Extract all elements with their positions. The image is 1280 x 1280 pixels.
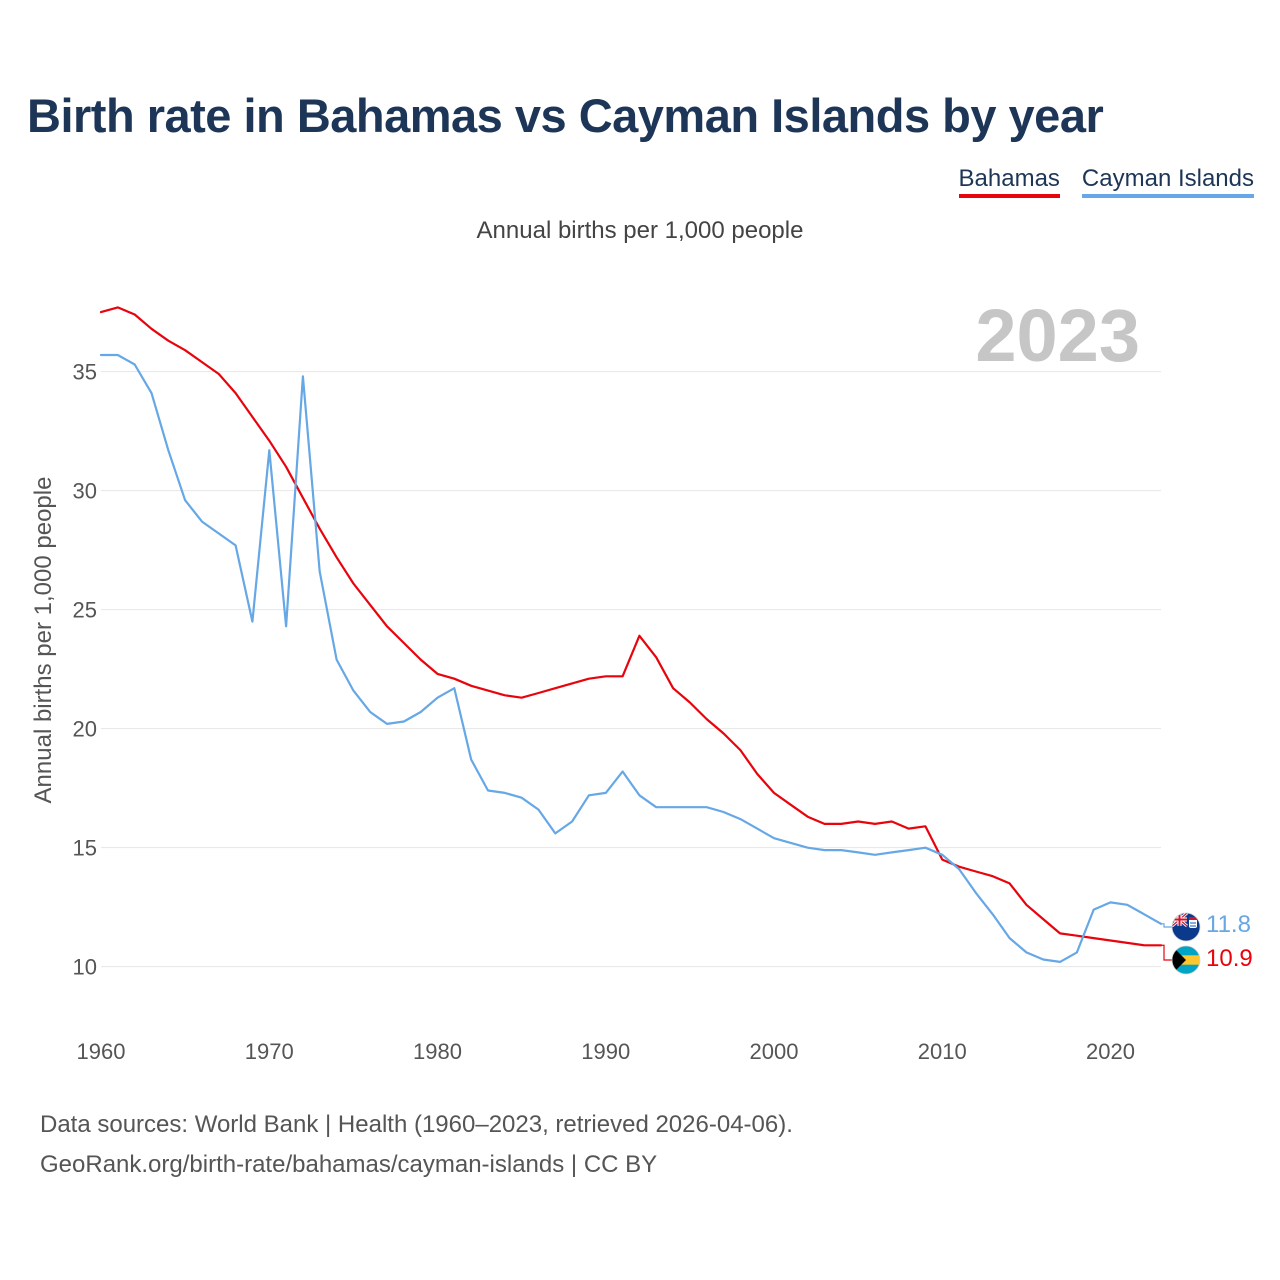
connector-cayman-islands bbox=[1161, 923, 1172, 928]
y-tick-label: 30 bbox=[73, 479, 97, 504]
x-tick-label: 1980 bbox=[413, 1039, 462, 1064]
cayman-islands-flag-icon bbox=[1171, 912, 1201, 942]
end-value-label-bahamas: 10.9 bbox=[1206, 945, 1253, 972]
y-tick-label: 25 bbox=[73, 598, 97, 623]
footer: Data sources: World Bank | Health (1960–… bbox=[40, 1105, 793, 1185]
chart-title: Birth rate in Bahamas vs Cayman Islands … bbox=[27, 89, 1104, 142]
y-tick-label: 10 bbox=[73, 955, 97, 980]
x-tick-label: 1990 bbox=[581, 1039, 630, 1064]
connector-bahamas bbox=[1161, 944, 1172, 961]
footer-link[interactable]: GeoRank.org/birth-rate/bahamas/cayman-is… bbox=[40, 1151, 658, 1178]
grid-lines bbox=[101, 371, 1161, 968]
end-value-label-cayman-islands: 11.8 bbox=[1206, 911, 1251, 938]
chart-subtitle: Annual births per 1,000 people bbox=[476, 217, 804, 244]
bahamas-flag-icon bbox=[1171, 945, 1201, 975]
y-axis-label: Annual births per 1,000 people bbox=[30, 477, 57, 804]
end-connectors bbox=[1161, 923, 1172, 961]
y-tick-label: 20 bbox=[73, 717, 97, 742]
line-chart: 10 15 20 25 30 35 1960 1970 1980 1990 2000 2010 202… bbox=[30, 294, 1253, 1064]
x-tick-label: 2010 bbox=[918, 1039, 967, 1064]
x-tick-label: 1970 bbox=[245, 1039, 294, 1064]
y-axis-ticks: 10 15 20 25 30 35 bbox=[73, 360, 97, 980]
series-line-cayman-islands[interactable] bbox=[99, 353, 1163, 964]
y-tick-label: 15 bbox=[73, 836, 97, 861]
legend-item-cayman-islands[interactable]: Cayman Islands bbox=[1081, 165, 1254, 198]
series-lines bbox=[99, 306, 1163, 964]
year-label: 2023 bbox=[975, 294, 1140, 377]
x-axis-ticks: 1960 1970 1980 1990 2000 2010 2020 bbox=[77, 1039, 1135, 1064]
legend-item-bahamas[interactable]: Bahamas bbox=[958, 165, 1060, 198]
x-tick-label: 2000 bbox=[750, 1039, 799, 1064]
footer-sources: Data sources: World Bank | Health (1960–… bbox=[40, 1111, 793, 1138]
x-tick-label: 2020 bbox=[1086, 1039, 1135, 1064]
series-line-bahamas[interactable] bbox=[99, 306, 1163, 947]
y-tick-label: 35 bbox=[73, 360, 97, 385]
legend: Bahamas Cayman Islands bbox=[958, 165, 1254, 198]
x-tick-label: 1960 bbox=[77, 1039, 126, 1064]
